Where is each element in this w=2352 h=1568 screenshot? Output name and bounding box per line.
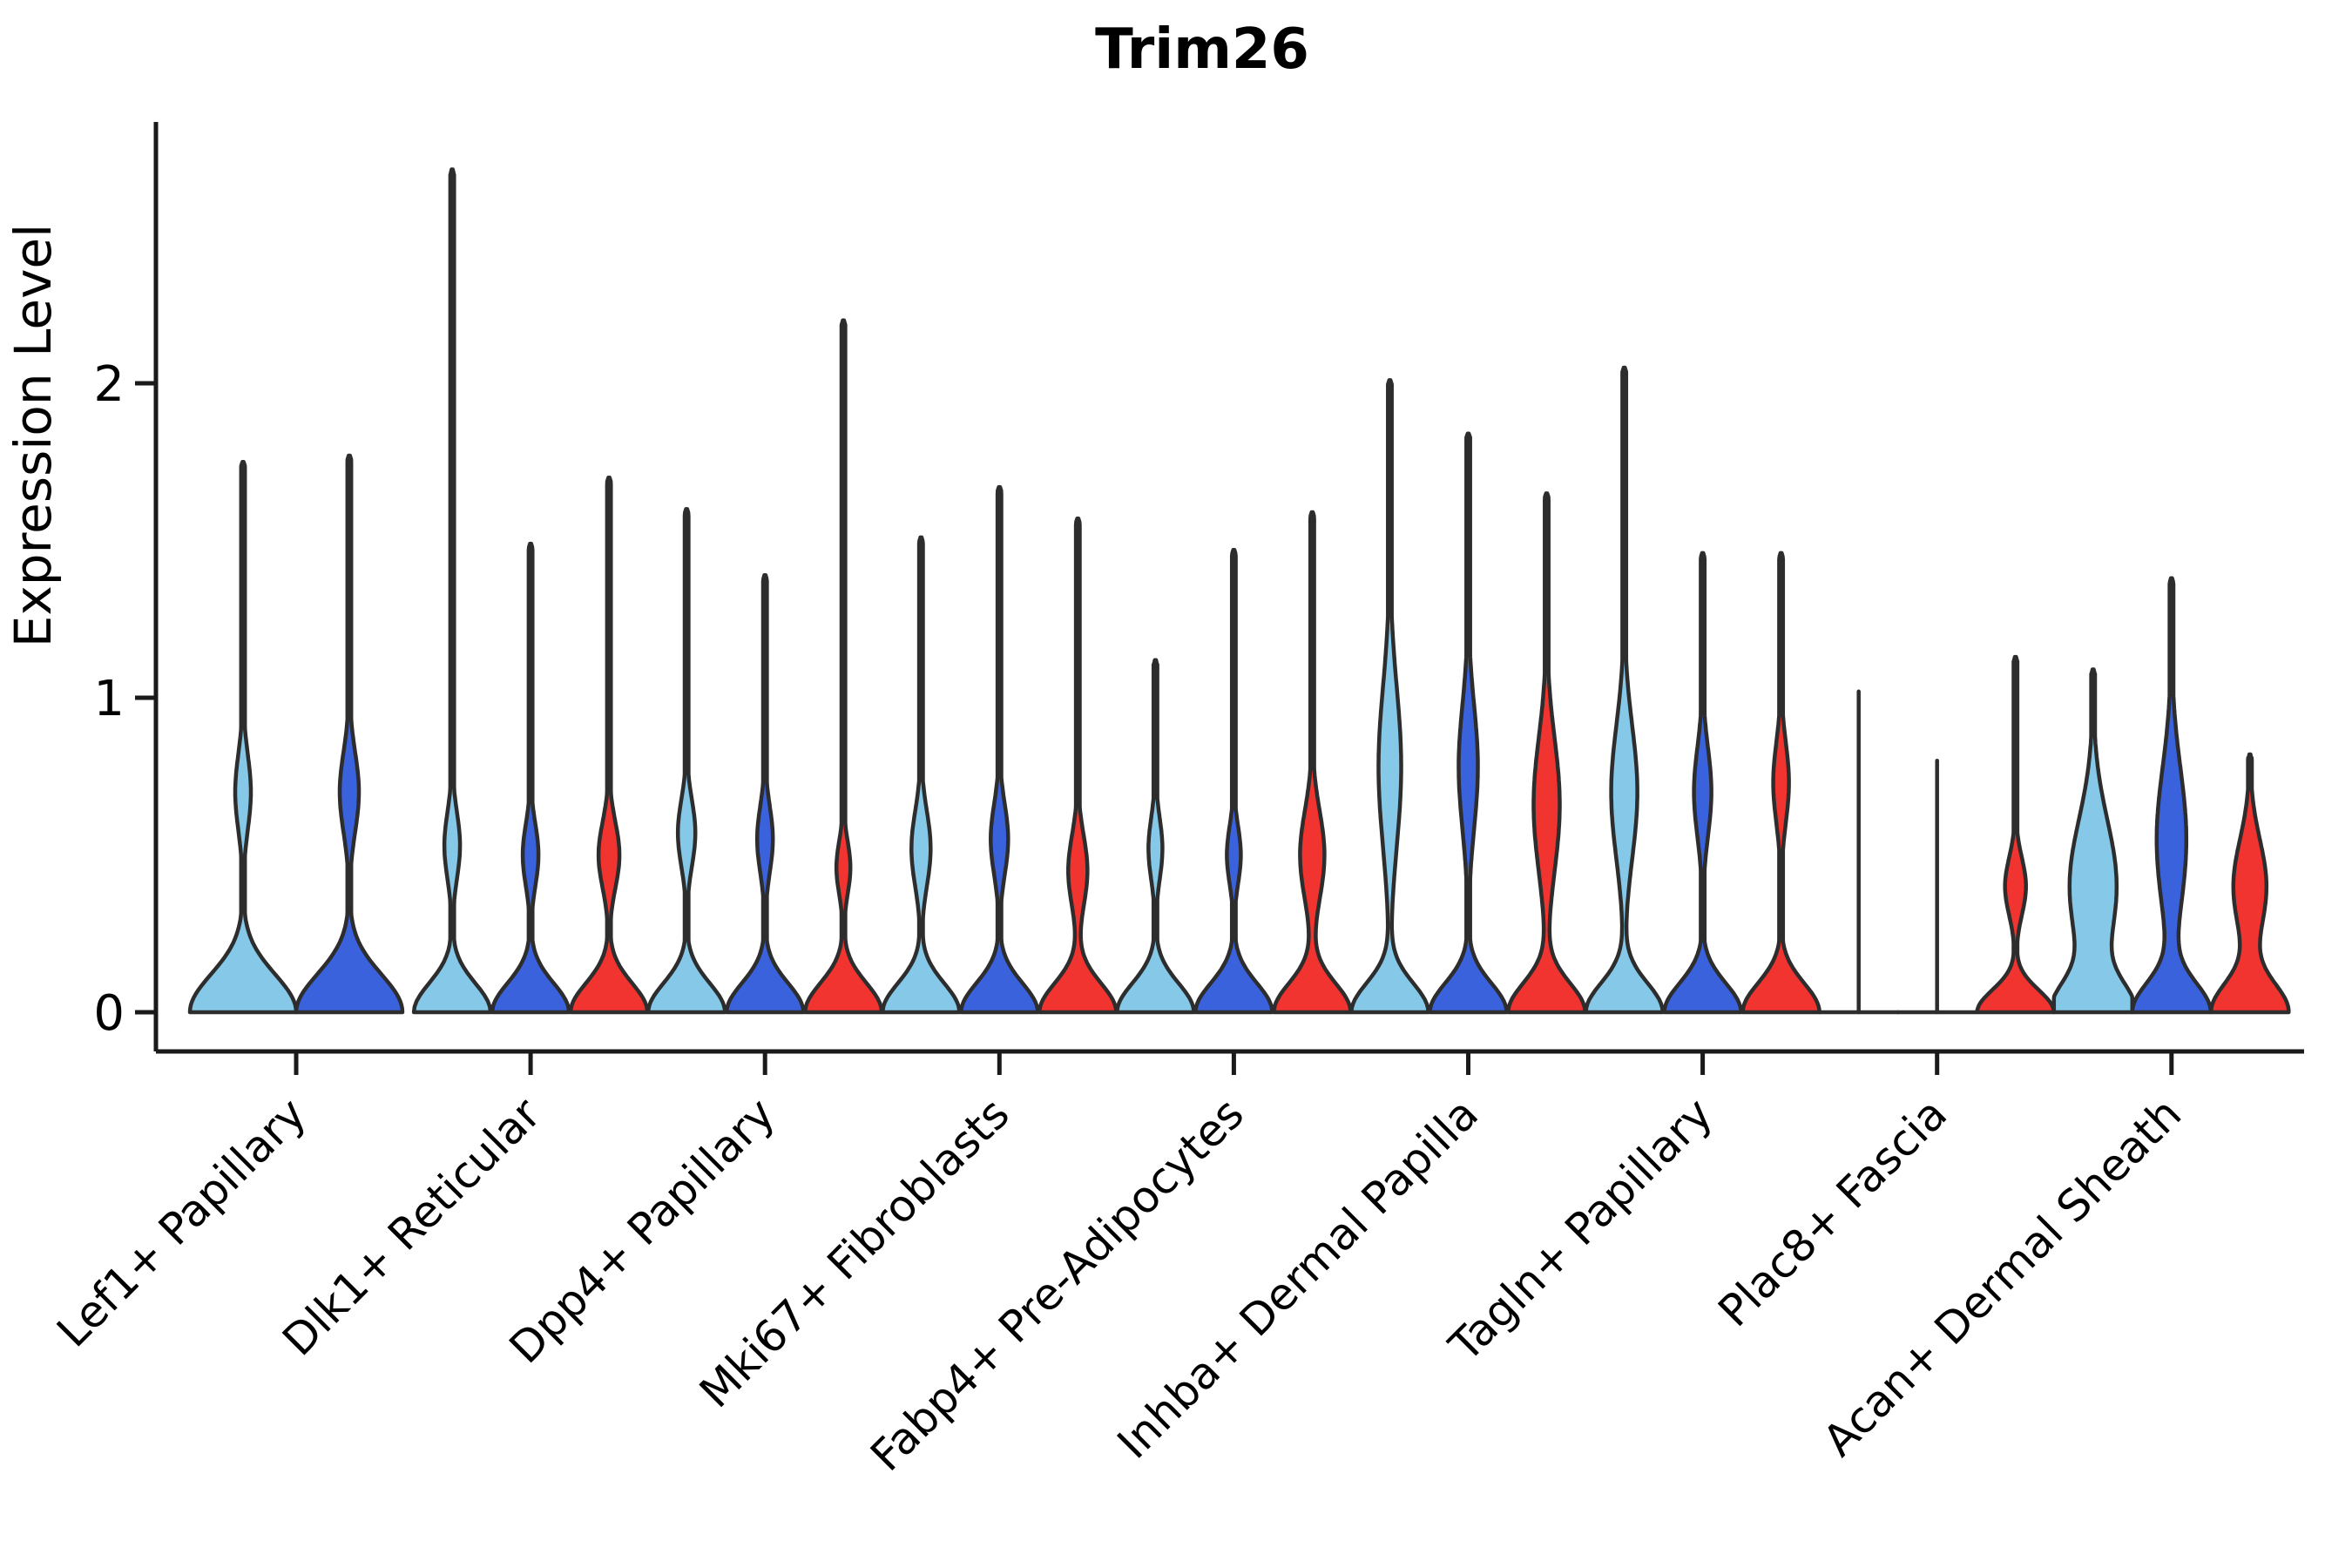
violin-red — [1272, 510, 1353, 1015]
x-category-label: Lef1+ Papillary — [47, 1088, 315, 1356]
y-tick-label: 2 — [93, 356, 125, 413]
violin-red — [2209, 752, 2291, 1015]
violin-light-blue — [2051, 667, 2135, 1015]
violin-dark-blue — [2130, 576, 2213, 1015]
violin-dark-blue — [959, 484, 1040, 1015]
violins-layer — [187, 167, 2291, 1015]
violin-light-blue — [1584, 365, 1665, 1015]
violin-dark-blue — [1428, 431, 1509, 1015]
violin-red — [802, 318, 884, 1015]
x-category-label: Dlk1+ Reticular — [273, 1088, 550, 1365]
violin-group-4 — [881, 484, 1119, 1015]
violin-red — [568, 476, 650, 1015]
violin-light-blue — [1349, 378, 1430, 1015]
x-category-label: Plac8+ Fascia — [1708, 1088, 1957, 1336]
x-category-label: Tagln+ Papillary — [1439, 1088, 1722, 1371]
violin-light-blue — [187, 460, 299, 1015]
violin-group-9 — [2051, 576, 2291, 1015]
x-category-label: Fabp4+ Pre-Adipocytes — [861, 1088, 1254, 1481]
violin-dark-blue — [294, 453, 405, 1015]
violin-group-3 — [645, 318, 884, 1015]
violin-light-blue — [645, 507, 727, 1015]
violin-red — [1740, 551, 1821, 1015]
violin-light-blue — [411, 167, 493, 1015]
violin-group-2 — [411, 167, 650, 1015]
y-axis-label: Expression Level — [3, 224, 63, 647]
violin-dark-blue — [1193, 548, 1274, 1015]
violin-group-7 — [1584, 365, 1821, 1015]
violin-dark-blue — [724, 572, 806, 1015]
violin-dark-blue — [490, 541, 571, 1015]
y-tick-label: 1 — [93, 671, 125, 727]
chart-title: Trim26 — [1095, 17, 1309, 82]
y-tick-label: 0 — [93, 985, 125, 1042]
violin-light-blue — [881, 535, 962, 1015]
violin-dark-blue — [1662, 551, 1743, 1015]
axes-layer — [135, 122, 2304, 1075]
violin-light-blue — [1115, 658, 1196, 1015]
violin-red — [1975, 654, 2056, 1015]
violin-red — [1506, 491, 1587, 1015]
violin-red — [1037, 516, 1119, 1015]
violin-group-8 — [1817, 654, 2056, 1015]
violin-group-5 — [1115, 510, 1353, 1015]
violin-group-6 — [1349, 378, 1587, 1015]
violin-group-1 — [187, 453, 405, 1015]
